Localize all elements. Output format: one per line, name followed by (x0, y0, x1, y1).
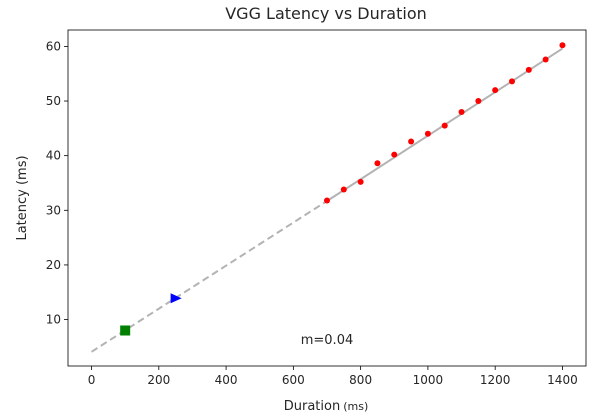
y-tick-label: 20 (46, 258, 61, 272)
data-point (542, 56, 549, 63)
x-tick-label: 1200 (480, 373, 511, 387)
data-point (357, 178, 364, 185)
y-tick-label: 60 (46, 39, 61, 53)
x-tick-label: 1000 (413, 373, 444, 387)
data-point (475, 98, 482, 105)
x-axis-label: Duration (ms) (284, 399, 369, 414)
x-tick-label: 0 (88, 373, 96, 387)
fit-line-dashed (91, 200, 328, 353)
data-point (374, 160, 381, 167)
data-point (492, 87, 499, 94)
data-point (391, 151, 398, 158)
chart-title: VGG Latency vs Duration (225, 4, 427, 23)
x-tick-label: 800 (349, 373, 372, 387)
data-point-triangle (170, 293, 182, 304)
data-point (340, 186, 347, 193)
data-point (559, 42, 566, 49)
data-point (408, 138, 415, 145)
y-axis-label: Latency (ms) (15, 155, 30, 240)
data-point (509, 78, 515, 85)
y-tick-label: 50 (46, 94, 61, 108)
y-tick-label: 30 (46, 203, 61, 217)
data-points (120, 42, 566, 336)
y-tick-label: 40 (46, 149, 61, 163)
x-tick-label: 200 (147, 373, 170, 387)
data-point (424, 130, 431, 137)
x-axis-label-text: Duration (284, 399, 340, 414)
y-tick-label: 10 (46, 313, 61, 327)
slope-annotation: m=0.04 (301, 333, 354, 348)
data-point-square (120, 325, 131, 336)
x-tick-label: 1400 (547, 373, 578, 387)
axis-ticks: 0 200 400 600 800 1000 1200 1400 10 20 30 40 50 60 (46, 39, 578, 387)
x-tick-label: 600 (282, 373, 305, 387)
data-point (525, 66, 532, 73)
x-axis-label-unit: (ms) (343, 400, 368, 413)
data-point (458, 108, 465, 115)
data-point (441, 122, 448, 129)
x-tick-label: 400 (215, 373, 238, 387)
data-point (324, 197, 330, 204)
